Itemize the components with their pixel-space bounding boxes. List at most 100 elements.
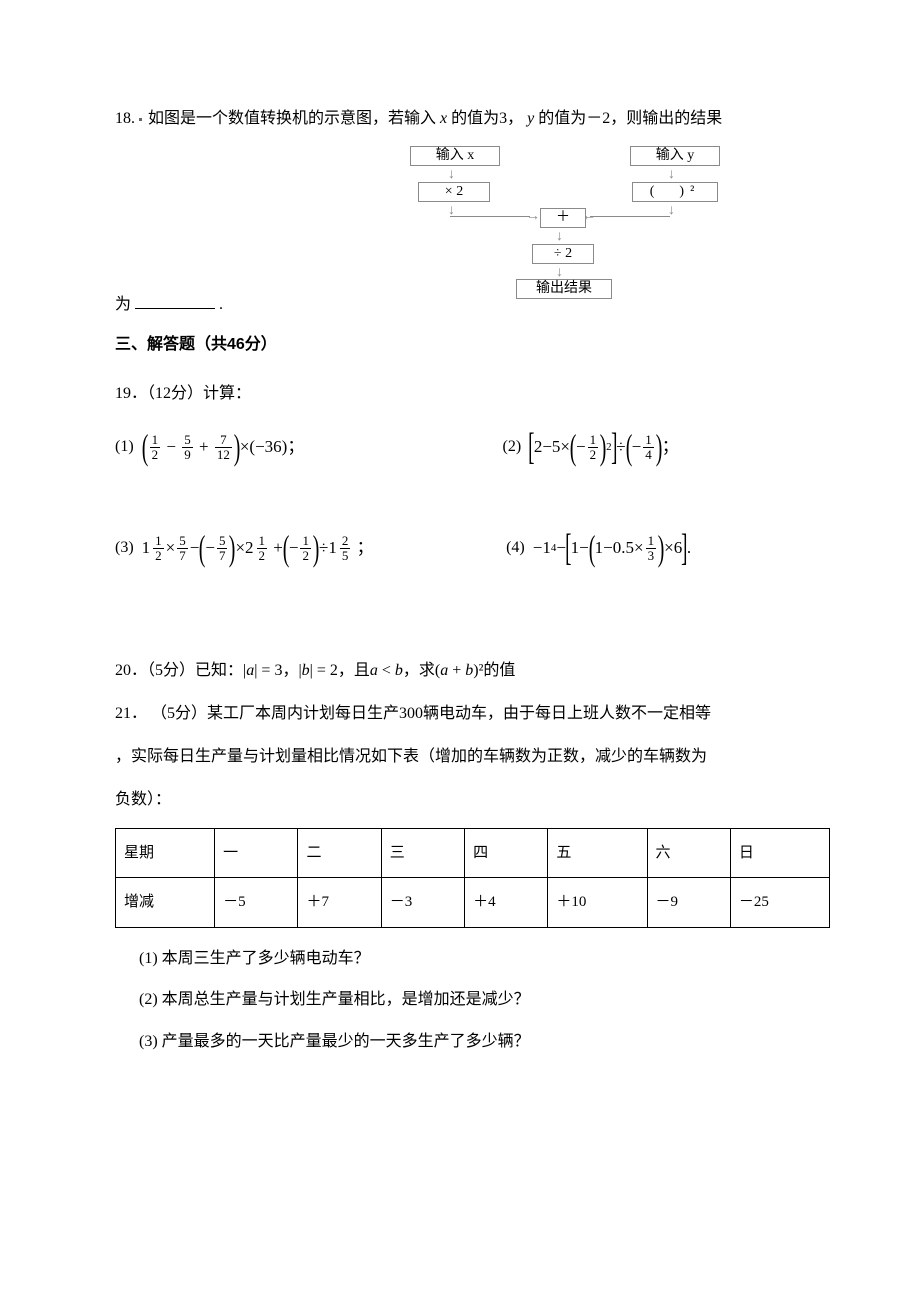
whole: 1 — [328, 528, 337, 569]
tail1: ×6 — [664, 528, 682, 569]
q21-line2: ，实际每日生产量与计划量相比情况如下表（增加的车辆数为正数，减少的车辆数为 — [115, 735, 830, 778]
num: 1 — [643, 433, 654, 448]
q18-wei-line: 为 . — [115, 286, 223, 324]
num: 1 — [257, 534, 268, 549]
t2: | = 2，且 — [310, 662, 370, 679]
den: 7 — [217, 549, 228, 563]
item-num: (1) — [115, 428, 134, 466]
num: 5 — [182, 433, 193, 448]
tail: ； — [662, 427, 679, 468]
q19-item-3: (3) 112 × 57 − (− 57 ) × 212 + (− 12 ) ÷… — [115, 528, 496, 569]
t4: )²的值 — [473, 662, 515, 679]
q18-text3: 的值为－2，则输出的结果 — [538, 110, 722, 127]
den: 2 — [300, 549, 311, 563]
q21-sub-1: (1) 本周三生产了多少辆电动车？ — [115, 938, 830, 980]
den: 2 — [257, 549, 268, 563]
q20-label: 20．（5分）已知：| — [115, 662, 246, 679]
den: 2 — [150, 448, 161, 462]
th: 日 — [730, 828, 829, 878]
item-num: (4) — [506, 529, 525, 567]
formula-3: 112 × 57 − (− 57 ) × 212 + (− 12 ) ÷ 125… — [142, 528, 374, 569]
th: 四 — [465, 828, 548, 878]
question-18: 18. 如图是一个数值转换机的示意图，若输入 x 的值为3， y 的值为－2，则… — [115, 100, 830, 138]
mid: ÷ — [616, 427, 625, 468]
q19-item-1: (1) ( 12 − 59 + 712 ) ×(−36)； — [115, 427, 443, 468]
lead: −1 — [533, 528, 551, 569]
question-20: 20．（5分）已知：|a| = 3，|b| = 2，且a < b，求(a + b… — [115, 649, 830, 692]
th: 星期 — [116, 828, 215, 878]
q19-item-2: (2) [ 2−5× (− 12 )2 ] ÷ (− 14 ) ； — [443, 427, 831, 468]
cell: －3 — [381, 878, 464, 928]
box-plus: ＋ — [540, 208, 586, 228]
arrow-icon: ↓ — [556, 266, 563, 280]
den: 2 — [153, 549, 164, 563]
num: 1 — [150, 433, 161, 448]
den: 4 — [643, 448, 654, 462]
den: 3 — [646, 549, 657, 563]
connector-line — [450, 216, 530, 217]
arrow-icon: ← — [582, 210, 596, 224]
flow-diagram: 输入 x ↓ × 2 ↓ 输入 y ↓ ( )² ↓ → ＋ ← ↓ ÷ 2 ↓… — [400, 146, 790, 296]
decorative-dot — [139, 118, 142, 121]
num: 1 — [153, 534, 164, 549]
num: 5 — [217, 534, 228, 549]
th: 六 — [647, 828, 730, 878]
den: 2 — [588, 448, 599, 462]
num: 1 — [588, 433, 599, 448]
box-times-2: × 2 — [418, 182, 490, 202]
table-header-row: 星期 一 二 三 四 五 六 日 — [116, 828, 830, 878]
whole: 1 — [142, 528, 151, 569]
q19-row-1: (1) ( 12 − 59 + 712 ) ×(−36)； (2) [ 2−5×… — [115, 427, 830, 468]
answer-blank — [135, 294, 215, 309]
formula-1: ( 12 − 59 + 712 ) ×(−36)； — [142, 427, 305, 468]
formula-4: −14 − [ 1− ( 1−0.5× 13 ) ×6 ] . — [533, 528, 691, 569]
cell: －9 — [647, 878, 730, 928]
item-num: (2) — [503, 428, 522, 466]
box-square: ( )² — [632, 182, 718, 202]
den: 9 — [182, 448, 193, 462]
q21-sub-3: (3) 产量最多的一天比产量最少的一天多生产了多少辆？ — [115, 1021, 830, 1063]
num: 5 — [177, 534, 188, 549]
cell: －25 — [730, 878, 829, 928]
question-19-head: 19．（12分）计算： — [115, 375, 830, 413]
inner2: 1−0.5× — [595, 528, 644, 569]
box-input-x: 输入 x — [410, 146, 500, 166]
square-r: )² — [679, 184, 700, 199]
lead: 2−5× — [534, 427, 570, 468]
box-div-2: ÷ 2 — [532, 244, 594, 264]
arrow-icon: ↓ — [448, 168, 455, 182]
arrow-icon: → — [526, 210, 540, 224]
lt: < — [378, 662, 395, 679]
arrow-icon: ↓ — [668, 168, 675, 182]
tail: ×(−36)； — [240, 427, 305, 468]
num: 1 — [646, 534, 657, 549]
q18-period: . — [219, 296, 223, 313]
q18-y: y — [527, 110, 534, 127]
num: 1 — [300, 534, 311, 549]
th: 二 — [298, 828, 381, 878]
q19-row-2: (3) 112 × 57 − (− 57 ) × 212 + (− 12 ) ÷… — [115, 528, 830, 569]
cell: ＋7 — [298, 878, 381, 928]
plus: + — [448, 662, 465, 679]
square-l: ( — [650, 184, 661, 199]
num: 2 — [340, 534, 351, 549]
var-b-2: b — [395, 662, 403, 679]
th: 三 — [381, 828, 464, 878]
question-21: 21． （5分）某工厂本周内计划每日生产300辆电动车，由于每日上班人数不一定相… — [115, 692, 830, 1062]
q18-wei: 为 — [115, 296, 131, 313]
q18-text1: 如图是一个数值转换机的示意图，若输入 — [148, 110, 436, 127]
tail: ； — [357, 528, 374, 569]
item-num: (3) — [115, 529, 134, 567]
q18-diagram-row: 输入 x ↓ × 2 ↓ 输入 y ↓ ( )² ↓ → ＋ ← ↓ ÷ 2 ↓… — [115, 146, 830, 316]
th: 五 — [548, 828, 647, 878]
den: 12 — [215, 448, 232, 462]
num: 7 — [215, 433, 232, 448]
den: 5 — [340, 549, 351, 563]
den: 7 — [177, 549, 188, 563]
cell: ＋10 — [548, 878, 647, 928]
q18-x: x — [440, 110, 447, 127]
th: 一 — [215, 828, 298, 878]
q21-line1: 21． （5分）某工厂本周内计划每日生产300辆电动车，由于每日上班人数不一定相… — [115, 692, 830, 735]
cell: ＋4 — [465, 878, 548, 928]
q18-label: 18. — [115, 110, 135, 127]
